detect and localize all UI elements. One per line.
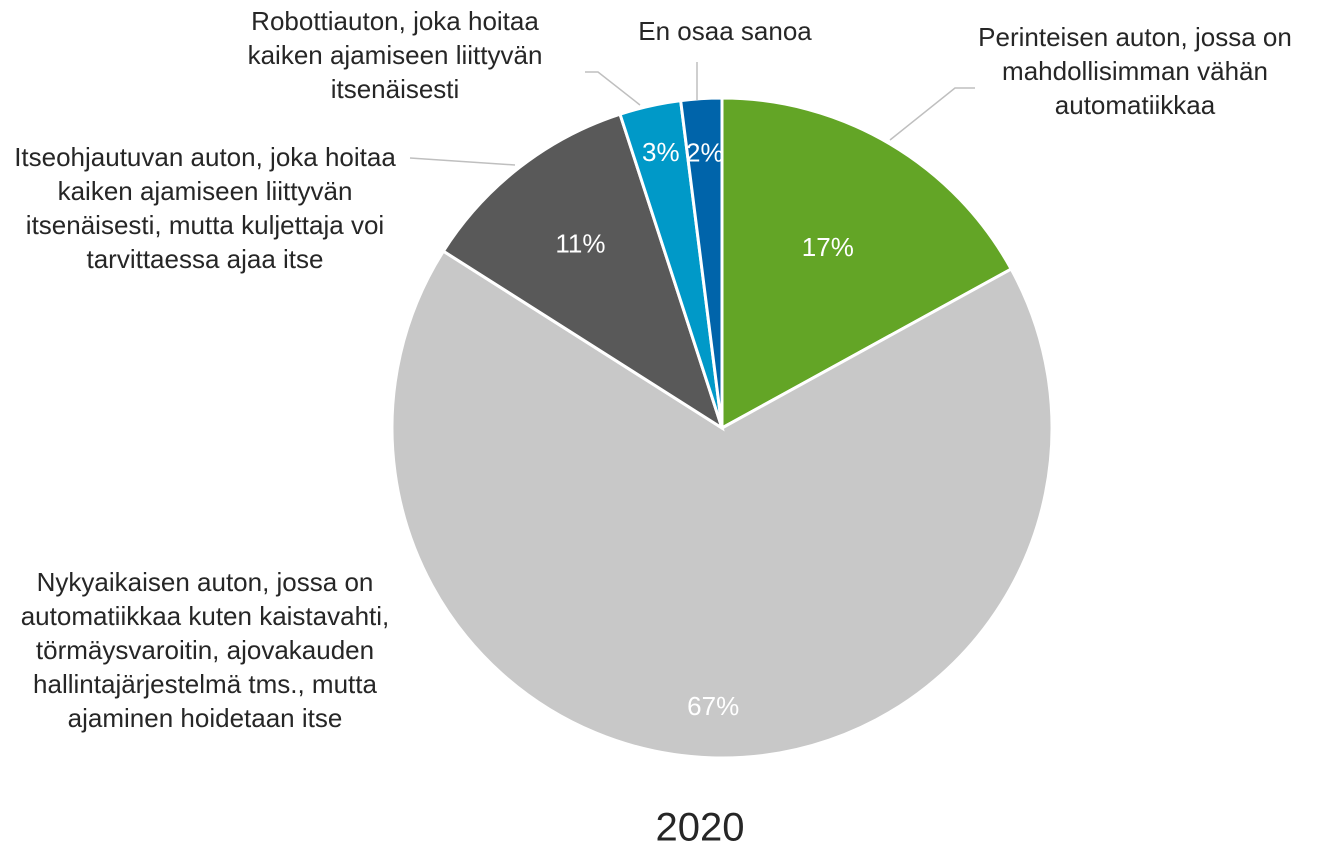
value-label: 17% (802, 232, 854, 262)
leader-line (409, 157, 516, 166)
leader-line (585, 71, 641, 106)
category-label: Perinteisen auton, jossa on mahdollisimm… (978, 22, 1292, 120)
value-label: 2% (686, 138, 724, 168)
value-label: 3% (642, 137, 680, 167)
category-label: En osaa sanoa (638, 16, 812, 46)
category-label: Itseohjautuvan auton, joka hoitaa kaiken… (14, 142, 396, 274)
leader-line (889, 87, 975, 141)
value-label: 67% (687, 691, 739, 721)
pie-slice (678, 96, 724, 429)
pie-slice (390, 249, 1054, 760)
pie-slice (720, 96, 1014, 431)
chart-title: 2020 (656, 806, 745, 849)
pie-slice (441, 112, 725, 432)
category-label: Robottiauton, joka hoitaa kaiken ajamise… (247, 6, 543, 104)
value-label: 11% (555, 228, 605, 258)
category-label: Nykyaikaisen auton, jossa on automatiikk… (20, 567, 390, 733)
